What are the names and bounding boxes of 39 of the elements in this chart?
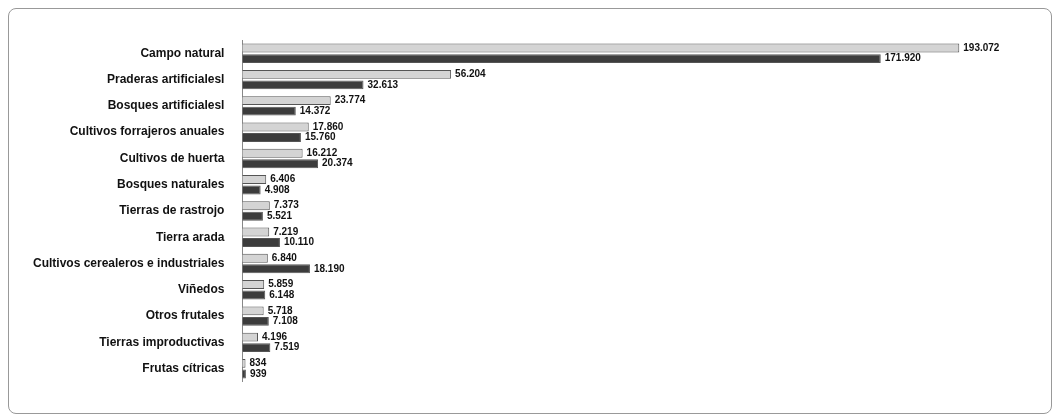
data-label: 4.196 xyxy=(261,330,288,342)
data-label: 20.374 xyxy=(322,157,354,169)
data-label: 193.072 xyxy=(963,41,1000,53)
y-tick-label: Praderas artificialesl xyxy=(107,71,225,86)
data-label: 32.613 xyxy=(367,78,399,90)
y-tick-label: Cultivos de huerta xyxy=(119,150,225,165)
y-tick-label: Tierras de rastrojo xyxy=(119,203,225,218)
y-tick-label: Cultivos cerealeros e industriales xyxy=(32,255,225,270)
data-label: 4.908 xyxy=(264,183,291,195)
y-tick-label: Cultivos forrajeros anuales xyxy=(69,124,225,139)
data-label: 14.372 xyxy=(299,104,331,116)
data-label: 5.521 xyxy=(266,210,293,222)
data-label: 17.860 xyxy=(312,120,344,132)
data-label: 7.519 xyxy=(274,341,300,353)
data-label: 6.406 xyxy=(270,173,296,185)
y-tick-label: Bosques naturales xyxy=(117,177,225,192)
data-label: 5.718 xyxy=(267,304,294,316)
data-label: 6.148 xyxy=(269,288,295,300)
data-label: 834 xyxy=(249,357,267,369)
data-label: 7.108 xyxy=(272,315,299,327)
data-label: 7.373 xyxy=(273,199,300,211)
data-label: 939 xyxy=(249,367,268,379)
y-tick-label: Frutas cítricas xyxy=(142,360,225,375)
data-label: 7.219 xyxy=(273,225,299,237)
y-tick-label: Bosques artificialesl xyxy=(107,98,225,113)
data-label: 10.110 xyxy=(283,236,315,248)
y-tick-label: Viñedos xyxy=(177,282,225,297)
data-label: 5.859 xyxy=(268,278,294,290)
data-label: 18.190 xyxy=(313,262,345,274)
data-label: 171.920 xyxy=(884,52,922,64)
data-label: 6.840 xyxy=(271,252,298,264)
y-tick-label: Tierra arada xyxy=(155,229,225,244)
data-label: 15.760 xyxy=(304,131,336,143)
data-label: 16.212 xyxy=(306,146,338,158)
data-label: 56.204 xyxy=(455,68,487,80)
y-tick-label: Campo natural xyxy=(140,45,225,60)
y-tick-label: Otros frutales xyxy=(145,308,225,323)
y-tick-label: Tierras improductivas xyxy=(99,334,225,349)
data-label: 23.774 xyxy=(334,94,366,106)
